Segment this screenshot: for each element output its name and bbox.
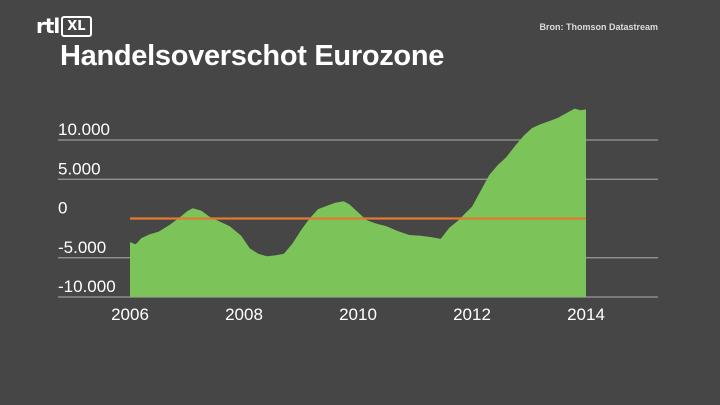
ytick-label-4: -10.000 [58, 277, 116, 296]
trade-surplus-area [130, 108, 586, 297]
xtick-label-3: 2012 [453, 305, 491, 324]
ytick-label-3: -5.000 [58, 238, 106, 257]
ytick-label-2: 0 [58, 199, 67, 218]
xtick-label-0: 2006 [111, 305, 149, 324]
logo-brand-text: rtl [36, 14, 60, 38]
xtick-label-2: 2010 [339, 305, 377, 324]
xtick-label-4: 2014 [567, 305, 605, 324]
xtick-label-1: 2008 [225, 305, 263, 324]
logo-sub-badge: XL [61, 15, 92, 37]
source-label: Bron: Thomson Datastream [539, 22, 658, 32]
rtl-xl-logo: rtl XL [36, 14, 92, 38]
ytick-label-0: 10.000 [58, 120, 110, 139]
ytick-label-1: 5.000 [58, 159, 101, 178]
chart-title: Handelsoverschot Eurozone [60, 40, 445, 72]
